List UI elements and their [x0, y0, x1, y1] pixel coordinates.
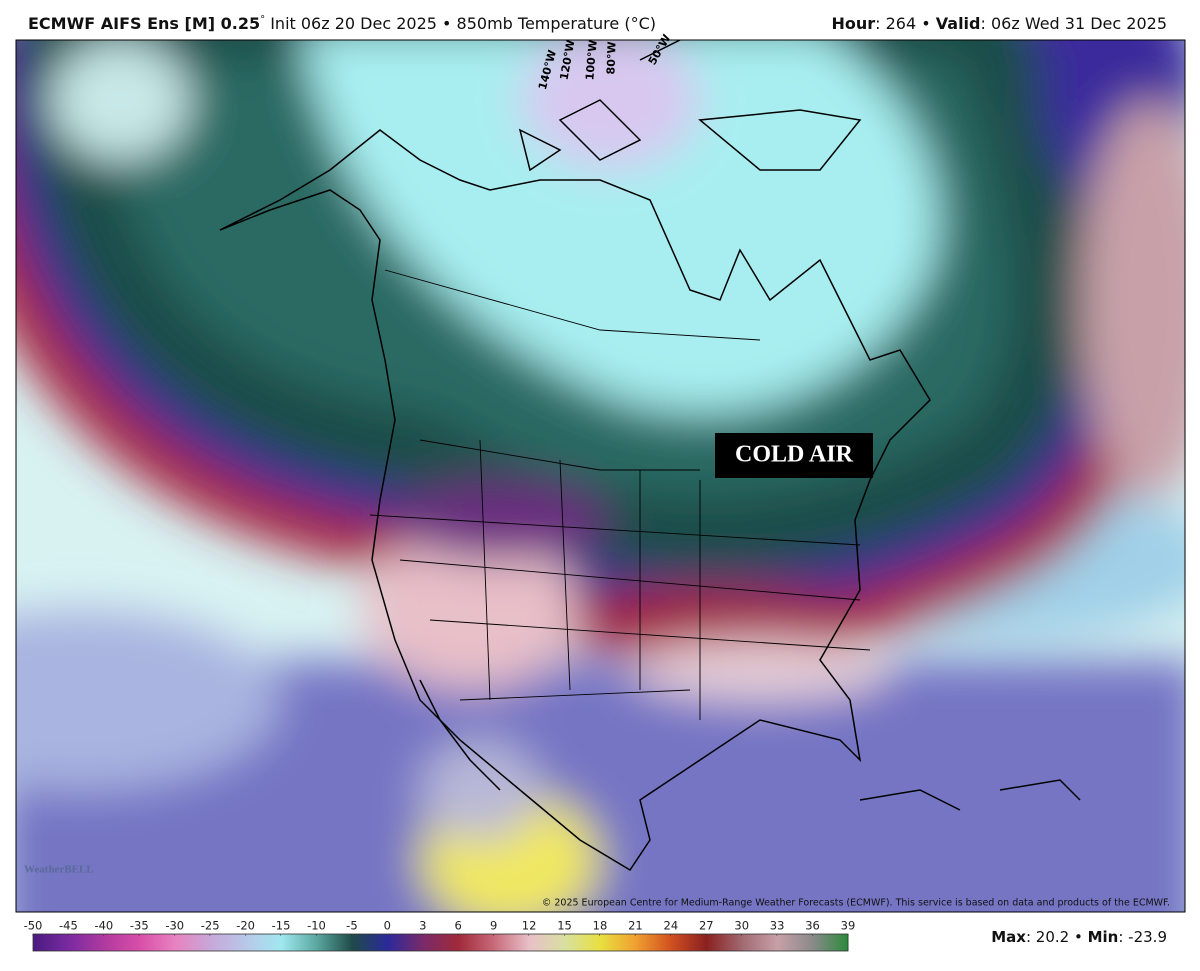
footer: Max: 20.2 • Min: -23.9 [991, 928, 1167, 946]
colorbar-tick-label: 3 [419, 919, 426, 933]
colorbar-segment [281, 934, 317, 951]
colorbar-tick-label: -45 [59, 919, 78, 933]
colorbar-tick-label: -40 [94, 919, 113, 933]
valid-label: Valid [935, 14, 981, 33]
max: : 20.2 • [1025, 928, 1083, 946]
colorbar-segment [422, 934, 459, 951]
longitude-label: 80°W [604, 41, 618, 74]
hour: : 264 • [875, 14, 931, 33]
colorbar-segment [245, 934, 282, 951]
colorbar-frame [32, 933, 849, 952]
colorbar-tick-label: 24 [664, 919, 679, 933]
colorbar-segment [316, 934, 353, 951]
hour-label: Hour [831, 14, 876, 33]
colorbar-tick-label: 36 [805, 919, 820, 933]
colorbar-tick-label: 21 [628, 919, 643, 933]
colorbar-segment [529, 934, 566, 951]
annotation-box [715, 433, 873, 478]
colorbar-segment [564, 934, 601, 951]
header-right: Hour: 264 • Valid: 06z Wed 31 Dec 2025 [831, 14, 1167, 33]
max-label: Max [991, 928, 1026, 946]
copyright: © 2025 European Centre for Medium-Range … [542, 898, 1170, 909]
colorbar-segment [174, 934, 211, 951]
colorbar-tick-label: -5 [346, 919, 357, 933]
map-frame [15, 39, 1186, 913]
colorbar-segment [68, 934, 105, 951]
colorbar-tick-label: 39 [841, 919, 856, 933]
colorbar-tick-label: -30 [165, 919, 184, 933]
colorbar-segment [387, 934, 424, 951]
init: Init 06z 20 Dec 2025 • 850mb Temperature… [270, 14, 656, 33]
colorbar-segment [812, 934, 849, 951]
colorbar-tick-label: 30 [734, 919, 749, 933]
colorbar-tick-label: -20 [236, 919, 255, 933]
colorbar-tick-label: 12 [522, 919, 537, 933]
annotation: COLD AIR [735, 442, 854, 468]
colorbar-segment [103, 934, 140, 951]
colorbar-segment [493, 934, 530, 951]
valid: : 06z Wed 31 Dec 2025 [980, 14, 1168, 33]
colorbar-tick-label: 33 [770, 919, 785, 933]
min-label: Min [1087, 928, 1119, 946]
colorbar-tick-label: 9 [490, 919, 497, 933]
colorbar-segment [706, 934, 743, 951]
colorbar-segment [670, 934, 707, 951]
colorbar-segment [351, 934, 388, 951]
colorbar-segment [635, 934, 672, 951]
colorbar-tick-label: 18 [593, 919, 608, 933]
model: ECMWF AIFS Ens [M] 0.25 [28, 14, 261, 33]
colorbar-segment [777, 934, 814, 951]
colorbar-tick-label: -10 [307, 919, 326, 933]
colorbar-tick-label: -15 [272, 919, 291, 933]
colorbar-tick-label: -25 [201, 919, 220, 933]
colorbar-tick-label: 0 [384, 919, 391, 933]
colorbar-segment [458, 934, 495, 951]
colorbar-segment [139, 934, 176, 951]
colorbar-segment [33, 934, 69, 951]
colorbar-tick-label: 6 [455, 919, 462, 933]
coastlines [219, 40, 1081, 872]
longitude-label: 100°W [583, 39, 599, 81]
colorbar: -50 -45 -40 -35 -30 -25 -20 -15 -10 -5 0 3 6 9 12 15 18 2… [24, 919, 856, 952]
colorbar-segment [741, 934, 778, 951]
logo: WeatherBELL [24, 864, 94, 876]
min: : -23.9 [1118, 928, 1167, 946]
colorbar-segment [599, 934, 636, 951]
colorbar-tick-label: -50 [24, 919, 43, 933]
colorbar-segment [210, 934, 247, 951]
header-left: ECMWF AIFS Ens [M] 0.25° Init 06z 20 Dec… [28, 14, 656, 33]
colorbar-tick-label: 27 [699, 919, 714, 933]
colorbar-tick-label: 15 [557, 919, 572, 933]
colorbar-tick-label: -35 [130, 919, 149, 933]
borders [369, 269, 871, 720]
degree: ° [260, 14, 266, 26]
